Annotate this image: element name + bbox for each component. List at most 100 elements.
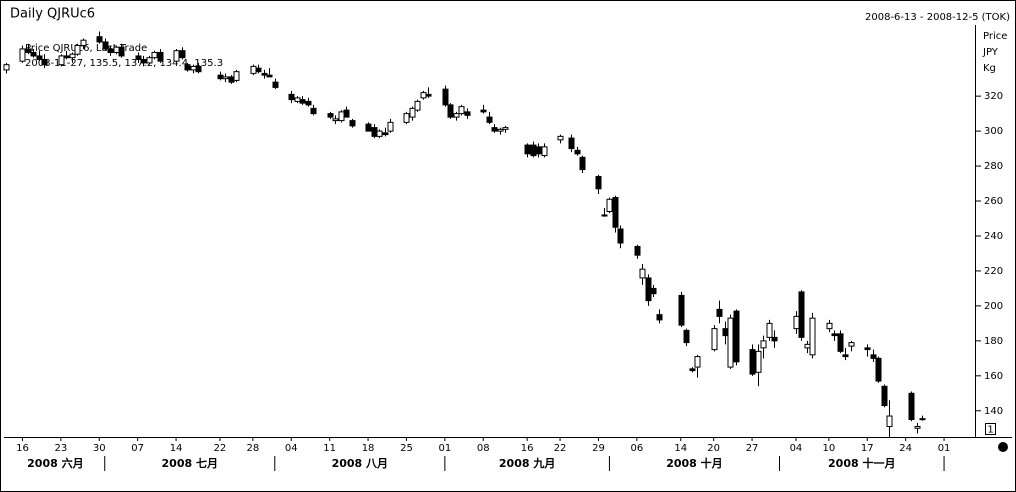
month-label: 2008 八月 [332,457,388,470]
pane-box [985,423,996,435]
candle-body [645,277,652,302]
candle-body [272,81,279,88]
candle-body [530,144,537,157]
candle-body [96,36,103,43]
candle-body [919,418,926,421]
candle-body [694,356,701,368]
candle-body [135,55,142,60]
candle-body [58,55,65,66]
candle-body [486,116,493,123]
candle-body [403,113,410,123]
candle-body [233,71,240,81]
candle-body [327,113,334,118]
candle-body [760,340,767,349]
x-tick-label: 30 [93,443,106,454]
candle-body [848,342,855,347]
candle-body [458,106,465,115]
candle-body [332,118,339,122]
y-tick-label: 300 [984,126,1003,137]
candle-body [595,176,602,190]
x-tick-label: 07 [131,443,144,454]
candle-body [733,310,740,363]
candle-body [113,46,120,53]
candle-body [157,51,164,62]
y-tick-label: 320 [984,91,1003,102]
candle-body [650,287,657,295]
x-tick-label: 04 [285,443,298,454]
candle-body [656,314,663,321]
candle-body [425,93,432,97]
candle-body [568,137,575,150]
x-tick-label: 28 [246,443,259,454]
x-tick-label: 25 [400,443,413,454]
y-tick-label: 280 [984,161,1003,172]
candle-body [250,65,257,74]
candle-body [299,99,306,104]
y-axis-label: JPY [982,47,999,58]
x-tick-label: 01 [938,443,951,454]
candle-body [826,322,833,330]
candle-body [310,107,317,115]
candle-body [541,146,548,157]
x-tick-label: 20 [707,443,720,454]
candle-body [288,93,295,101]
y-axis-label: Price [983,31,1007,42]
month-label: 2008 十一月 [828,456,895,470]
date-range: 2008-6-13 - 2008-12-5 (TOK) [865,12,1010,23]
candle-body [146,57,153,64]
candle-body [222,76,229,80]
candle-body [639,268,646,279]
candle-body [195,65,202,73]
candle-body [606,198,613,213]
y-tick-label: 260 [984,196,1003,207]
y-tick-label: 240 [984,231,1003,242]
candle-body [118,46,125,57]
candle-body [908,392,915,421]
candle-body [689,368,696,372]
candle-body [612,197,619,228]
candle-body [804,343,811,349]
x-tick-label: 22 [554,443,567,454]
x-tick-label: 16 [16,443,29,454]
candle-body [497,128,504,132]
candle-body [837,333,844,352]
candle-body [711,328,718,351]
x-tick-label: 29 [592,443,605,454]
candle-body [771,336,778,342]
candle-body [365,123,372,132]
candle-body [349,120,356,127]
x-tick-label: 16 [521,443,534,454]
x-tick-label: 10 [822,443,835,454]
candle-body [870,354,877,359]
candle-body [535,146,542,155]
candle-body [69,53,76,59]
candle-body [3,64,10,71]
candle-body [173,50,180,62]
pane-handle[interactable] [998,442,1008,452]
month-label: 2008 九月 [499,456,555,470]
candle-body [875,357,882,382]
candle-body [80,39,87,46]
pane-number: 1 [987,425,993,436]
candle-body [727,317,734,368]
x-tick-label: 17 [861,443,874,454]
candle-body [107,48,114,53]
candle-body [25,48,32,53]
candle-body [574,149,581,155]
candle-body [601,214,608,217]
candle-body [442,88,449,106]
candle-body [842,354,849,358]
candle-body [387,121,394,132]
x-tick-label: 22 [214,443,227,454]
candle-body [678,294,685,326]
x-tick-label: 11 [323,443,336,454]
candle-body [74,44,81,55]
x-tick-label: 04 [790,443,803,454]
candle-body [464,111,471,116]
y-tick-label: 180 [984,336,1003,347]
candle-body [151,51,158,59]
candle-body [491,127,498,132]
candle-body [376,130,383,137]
y-axis-label: Kg [983,63,996,74]
